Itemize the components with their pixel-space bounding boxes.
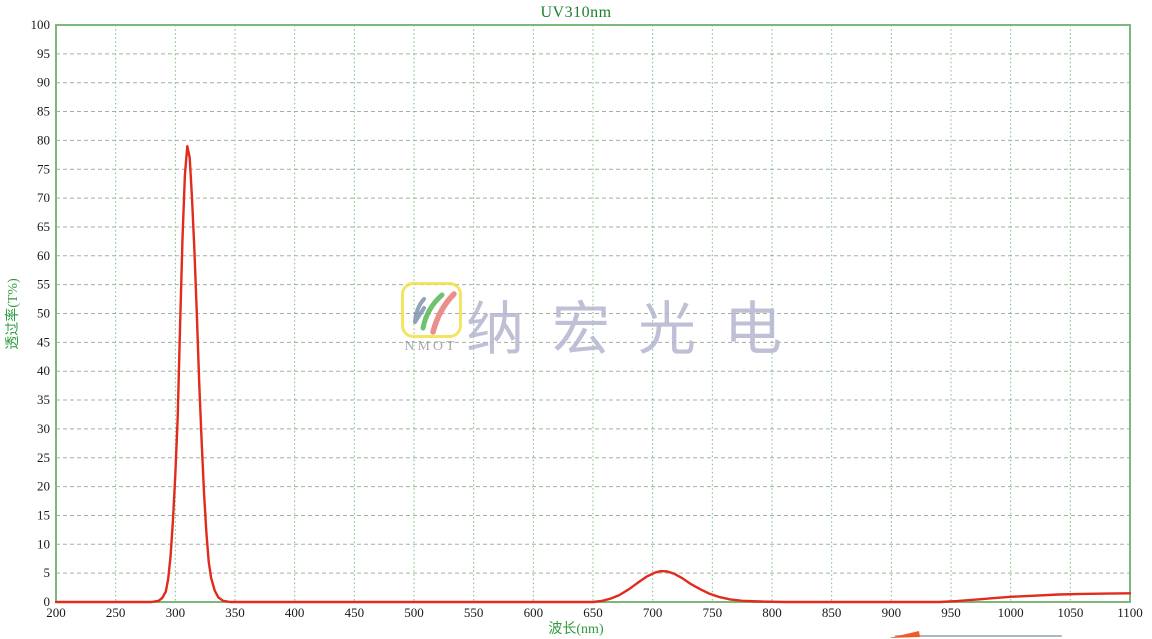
y-tick-label: 45: [37, 334, 50, 349]
y-tick-label: 70: [37, 190, 50, 205]
x-tick-labels: 200 250 300 350 400 450 500 550 600 650 700 750 800 8…: [46, 605, 1143, 620]
y-tick-label: 50: [37, 306, 50, 321]
y-tick-labels: 0 5 10 15 20 25 30 35 40 45 50 55 60 65 70 75 80 85 90 95 10…: [31, 17, 51, 609]
x-tick-label: 300: [166, 605, 186, 620]
x-tick-label: 850: [822, 605, 842, 620]
y-tick-label: 15: [37, 507, 50, 522]
x-axis-title: 波长(nm): [548, 622, 604, 637]
y-tick-label: 10: [37, 536, 50, 551]
x-tick-label: 450: [345, 605, 365, 620]
x-tick-label: 550: [464, 605, 484, 620]
x-tick-label: 1100: [1117, 605, 1143, 620]
y-tick-label: 75: [37, 161, 50, 176]
vertical-gridlines: [115, 25, 1071, 602]
y-tick-label: 0: [44, 594, 51, 609]
x-tick-label: 800: [762, 605, 782, 620]
y-axis-title: 透过率(T%): [6, 278, 21, 350]
y-tick-label: 65: [37, 219, 50, 234]
x-tick-label: 650: [583, 605, 603, 620]
y-tick-label: 25: [37, 450, 50, 465]
y-tick-label: 35: [37, 392, 50, 407]
y-tick-label: 5: [44, 565, 51, 580]
transmittance-curve: [54, 145, 1132, 604]
x-tick-label: 950: [941, 605, 961, 620]
x-tick-label: 600: [524, 605, 544, 620]
chart-title: UV310nm: [540, 4, 612, 21]
y-tick-label: 55: [37, 277, 50, 292]
x-tick-label: 1000: [998, 605, 1024, 620]
y-tick-label: 20: [37, 479, 50, 494]
x-tick-label: 750: [703, 605, 723, 620]
partial-overlay-line: [895, 635, 1062, 637]
y-tick-label: 80: [37, 132, 50, 147]
partial-overlay-arrow-icon: [889, 631, 920, 638]
x-tick-label: 250: [106, 605, 126, 620]
x-tick-label: 900: [882, 605, 902, 620]
y-tick-label: 85: [37, 104, 50, 119]
y-tick-label: 60: [37, 248, 50, 263]
y-tick-label: 90: [37, 75, 50, 90]
x-tick-label: 350: [225, 605, 245, 620]
x-tick-label: 700: [643, 605, 663, 620]
y-tick-label: 40: [37, 363, 50, 378]
x-tick-label: 1050: [1057, 605, 1083, 620]
y-tick-label: 100: [31, 17, 51, 32]
x-tick-label: 200: [46, 605, 66, 620]
x-tick-label: 500: [404, 605, 424, 620]
x-tick-label: 400: [285, 605, 305, 620]
y-tick-label: 30: [37, 421, 50, 436]
y-tick-label: 95: [37, 46, 50, 61]
